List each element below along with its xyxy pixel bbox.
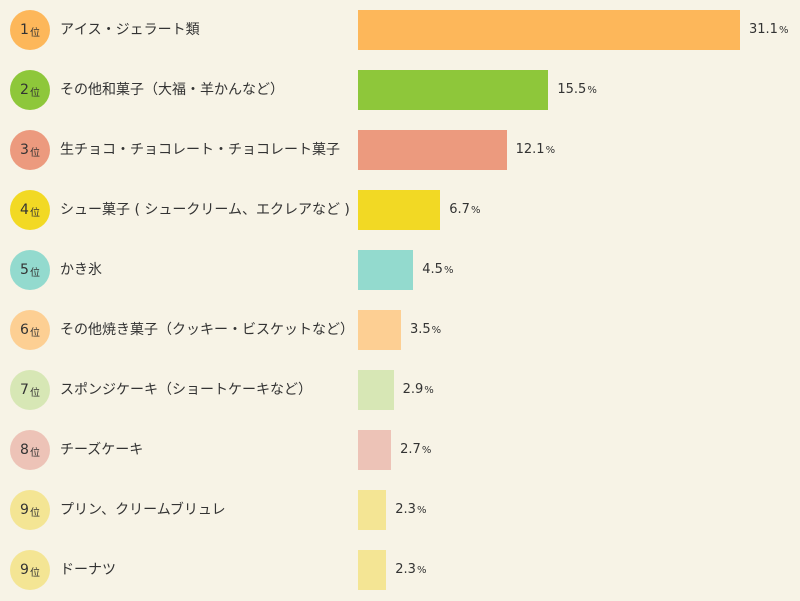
rank-suffix: 位	[29, 208, 40, 219]
bar	[358, 190, 441, 230]
percent-sign: %	[416, 565, 427, 576]
rank-suffix: 位	[29, 448, 40, 459]
category-label: その他和菓子（大福・羊かんなど）	[60, 82, 284, 98]
percent-sign: %	[778, 25, 789, 36]
value-number: 2.7	[400, 442, 421, 457]
category-label: プリン、クリームブリュレ	[60, 502, 226, 518]
value-label: 2.9%	[403, 360, 434, 420]
value-label: 2.3%	[395, 540, 426, 600]
value-label: 6.7%	[449, 180, 480, 240]
rank-suffix: 位	[29, 388, 40, 399]
chart-row: 9 位ドーナツ 2.3%	[0, 540, 800, 600]
percent-sign: %	[470, 205, 481, 216]
value-label: 31.1%	[749, 0, 788, 60]
percent-sign: %	[545, 145, 556, 156]
rank-suffix: 位	[29, 268, 40, 279]
chart-row: 9 位プリン、クリームブリュレ 2.3%	[0, 480, 800, 540]
value-number: 12.1	[515, 142, 545, 157]
rank-suffix: 位	[29, 328, 40, 339]
percent-sign: %	[424, 385, 434, 396]
rank-suffix: 位	[29, 88, 40, 99]
rank-suffix: 位	[29, 568, 40, 579]
rank-number: 4	[20, 202, 29, 218]
rank-number: 6	[20, 322, 29, 338]
category-label: 生チョコ・チョコレート・チョコレート菓子	[60, 142, 340, 158]
category-label: ドーナツ	[60, 562, 116, 578]
value-label: 3.5%	[410, 300, 441, 360]
percent-sign: %	[587, 85, 597, 96]
category-label: シュー菓子 ( シュークリーム、エクレアなど )	[60, 202, 350, 218]
percent-sign: %	[431, 325, 442, 336]
chart-row: 6 位その他焼き菓子（クッキー・ビスケットなど） 3.5%	[0, 300, 800, 360]
percent-sign: %	[421, 445, 432, 456]
category-label: アイス・ジェラート類	[60, 22, 200, 38]
bar	[358, 250, 414, 290]
value-number: 31.1	[749, 22, 778, 37]
rank-number: 1	[20, 22, 29, 38]
rank-suffix: 位	[29, 28, 40, 39]
bar	[358, 130, 507, 170]
bar	[358, 550, 387, 590]
chart-row: 2 位その他和菓子（大福・羊かんなど） 15.5%	[0, 60, 800, 120]
rank-number: 2	[20, 82, 29, 98]
rank-number: 9	[20, 502, 29, 518]
category-label: スポンジケーキ（ショートケーキなど）	[60, 382, 312, 398]
chart-row: 1 位アイス・ジェラート類 31.1%	[0, 0, 800, 60]
chart-row: 7 位スポンジケーキ（ショートケーキなど） 2.9%	[0, 360, 800, 420]
percent-sign: %	[443, 265, 454, 276]
value-number: 6.7	[449, 202, 470, 217]
rank-number: 8	[20, 442, 29, 458]
value-number: 2.3	[395, 562, 416, 577]
value-number: 2.3	[395, 502, 416, 517]
rank-number: 7	[20, 382, 29, 398]
bar	[358, 70, 549, 110]
value-number: 4.5	[422, 262, 443, 277]
bar	[358, 430, 392, 470]
rank-suffix: 位	[29, 148, 40, 159]
bar	[358, 310, 401, 350]
bar	[358, 490, 387, 530]
value-label: 4.5%	[422, 240, 453, 300]
value-label: 2.3%	[395, 480, 426, 540]
value-number: 3.5	[409, 322, 431, 337]
value-label: 12.1%	[516, 120, 555, 180]
category-label: かき氷	[60, 262, 102, 278]
value-number: 15.5	[557, 82, 587, 97]
chart-row: 5 位かき氷 4.5%	[0, 240, 800, 300]
value-label: 15.5%	[557, 60, 596, 120]
chart-row: 8 位チーズケーキ 2.7%	[0, 420, 800, 480]
percent-sign: %	[416, 505, 427, 516]
value-number: 2.9	[402, 382, 424, 397]
rank-suffix: 位	[29, 508, 40, 519]
chart-row: 3 位生チョコ・チョコレート・チョコレート菓子 12.1%	[0, 120, 800, 180]
category-label: その他焼き菓子（クッキー・ビスケットなど）	[60, 322, 354, 338]
bar	[358, 10, 740, 50]
rank-number: 3	[20, 142, 29, 158]
bar	[358, 370, 394, 410]
value-label: 2.7%	[400, 420, 431, 480]
rank-number: 5	[20, 262, 29, 278]
chart-row: 4 位シュー菓子 ( シュークリーム、エクレアなど ) 6.7%	[0, 180, 800, 240]
rank-number: 9	[20, 562, 29, 578]
category-label: チーズケーキ	[60, 442, 144, 458]
